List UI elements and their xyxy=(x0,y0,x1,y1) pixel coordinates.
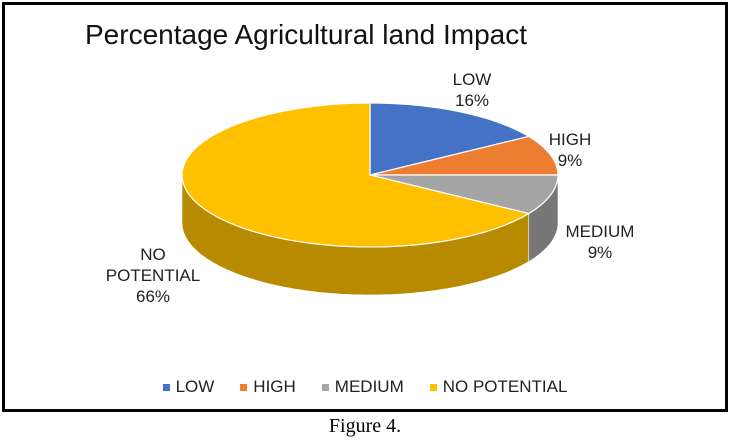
legend-item-low: LOW xyxy=(162,377,215,397)
chart-legend: LOW HIGH MEDIUM NO POTENTIAL xyxy=(5,377,725,397)
chart-frame: Percentage Agricultural land Impact LOW … xyxy=(2,2,728,412)
slice-label-high-value: 9% xyxy=(557,151,583,170)
slice-low xyxy=(369,102,531,176)
legend-swatch-no-potential xyxy=(429,383,437,391)
slice-label-low-name: LOW xyxy=(452,70,492,89)
figure-caption: Figure 4. xyxy=(328,415,402,437)
chart-title: Percentage Agricultural land Impact xyxy=(85,19,528,50)
legend-label-high: HIGH xyxy=(253,377,296,396)
slice-high xyxy=(369,135,559,176)
legend-item-medium: MEDIUM xyxy=(321,377,404,397)
legend-label-low: LOW xyxy=(175,377,215,396)
legend-item-high: HIGH xyxy=(240,377,296,397)
slice-label-no-potential-value: 66% xyxy=(135,287,171,306)
slice-label-no-potential-name: NO POTENTIAL xyxy=(105,245,201,285)
slice-label-high-name: HIGH xyxy=(548,130,592,149)
slice-label-medium: MEDIUM 9% xyxy=(555,221,645,263)
slice-label-medium-value: 9% xyxy=(587,243,613,262)
slice-label-low: LOW 16% xyxy=(437,69,507,111)
slice-no-potential xyxy=(181,102,531,248)
slice-label-no-potential: NO POTENTIAL 66% xyxy=(93,244,213,307)
pie-chart xyxy=(181,102,559,296)
legend-swatch-high xyxy=(240,383,248,391)
slice-medium xyxy=(369,174,559,215)
slice-label-low-value: 16% xyxy=(454,91,490,110)
legend-item-no-potential: NO POTENTIAL xyxy=(429,377,568,397)
legend-label-medium: MEDIUM xyxy=(334,377,404,396)
legend-swatch-low xyxy=(162,383,170,391)
slice-label-medium-name: MEDIUM xyxy=(565,222,635,241)
legend-label-no-potential: NO POTENTIAL xyxy=(442,377,568,396)
slice-label-high: HIGH 9% xyxy=(535,129,605,171)
legend-swatch-medium xyxy=(321,383,329,391)
